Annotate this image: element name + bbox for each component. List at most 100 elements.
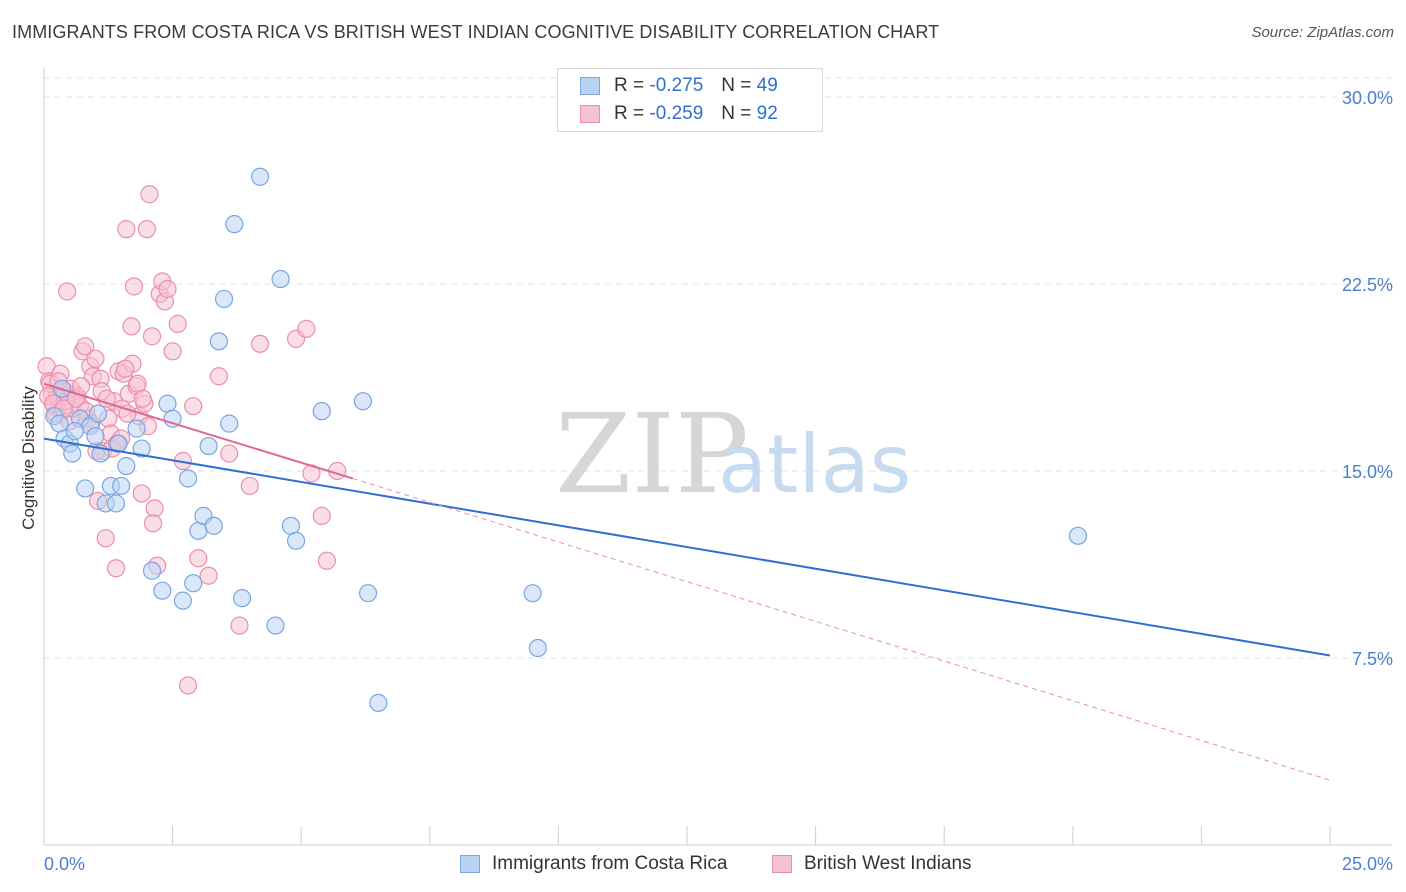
data-point <box>145 499 164 518</box>
legend-r-label: R = <box>614 103 645 124</box>
data-point <box>225 215 244 234</box>
data-point <box>76 479 95 498</box>
data-point <box>297 319 316 338</box>
data-point <box>106 559 126 578</box>
legend-r-value-blue: -0.275 <box>649 75 704 96</box>
data-point <box>232 589 252 608</box>
data-point <box>312 402 331 421</box>
data-point <box>271 269 290 289</box>
data-point <box>163 342 182 361</box>
data-point <box>173 591 192 610</box>
data-point <box>230 616 249 635</box>
data-point <box>124 277 144 296</box>
data-point <box>86 349 105 368</box>
data-point <box>317 551 337 570</box>
series-costa-rica <box>45 167 1088 712</box>
data-point <box>137 220 156 239</box>
data-point <box>312 506 331 525</box>
data-point <box>132 439 151 458</box>
data-point <box>199 436 218 456</box>
bottom-legend-label: Immigrants from Costa Rica <box>492 853 728 874</box>
bottom-legend-swatch-blue <box>460 855 480 873</box>
data-point <box>209 332 228 351</box>
data-point <box>250 334 270 353</box>
source-label: Source: ZipAtlas.com <box>1251 24 1394 41</box>
data-point <box>118 404 137 423</box>
data-point <box>142 561 162 580</box>
data-point <box>65 422 84 441</box>
data-point <box>116 359 135 378</box>
data-point <box>117 456 136 476</box>
series-british-west-indians <box>37 185 347 695</box>
data-point <box>523 584 542 603</box>
x-tick-label: 25.0% <box>1342 854 1393 874</box>
x-tick-label: 0.0% <box>44 854 85 874</box>
legend-n-value-blue: 49 <box>756 75 778 96</box>
data-point <box>178 676 198 695</box>
legend-swatch-pink <box>580 105 600 123</box>
data-point <box>220 414 239 433</box>
data-point <box>209 367 228 386</box>
data-point <box>71 377 91 396</box>
data-point <box>199 566 218 585</box>
legend: R = -0.275 N = 49 R = -0.259 N = 92 <box>557 68 823 132</box>
data-point <box>178 469 198 488</box>
watermark-atlas: atlas <box>718 418 911 511</box>
data-point <box>142 327 162 346</box>
data-point <box>353 392 373 411</box>
grid-lines <box>44 77 1392 659</box>
data-point <box>143 514 163 533</box>
data-point <box>189 549 208 568</box>
data-point <box>117 220 136 239</box>
data-point <box>204 516 223 535</box>
data-point <box>184 397 203 416</box>
trend-line-bwi <box>43 382 353 480</box>
data-point <box>133 389 152 408</box>
data-point <box>58 282 77 301</box>
data-point <box>168 314 187 333</box>
legend-n-value-pink: 92 <box>756 103 778 124</box>
y-tick-labels: 7.5% 15.0% 22.5% 30.0% <box>1342 88 1393 669</box>
bottom-legend-bwi: British West Indians <box>772 851 972 877</box>
watermark: ZIP atlas <box>555 390 911 518</box>
data-point <box>76 337 95 356</box>
bottom-legend-swatch-pink <box>772 855 792 873</box>
watermark-zip: ZIP <box>555 390 749 518</box>
axes <box>43 68 1392 846</box>
data-point <box>86 426 105 446</box>
data-point <box>140 185 159 204</box>
data-point <box>214 289 234 309</box>
legend-n-label: N = <box>721 75 752 96</box>
chart-title: IMMIGRANTS FROM COSTA RICA VS BRITISH WE… <box>12 22 940 42</box>
data-point <box>63 444 82 463</box>
x-tick-labels: 0.0% 25.0% <box>44 854 1393 874</box>
bottom-legend-label: British West Indians <box>804 853 972 874</box>
data-point <box>358 584 378 603</box>
data-point <box>1068 526 1088 545</box>
trend-line-costa-rica <box>43 437 1331 657</box>
y-axis-label: Cognitive Disability <box>19 386 38 530</box>
data-point <box>158 279 177 299</box>
data-point <box>266 616 285 635</box>
legend-row-bwi: R = -0.259 N = 92 <box>580 101 778 127</box>
trend-lines <box>43 382 1331 781</box>
data-point <box>528 638 547 658</box>
data-point <box>96 529 115 548</box>
legend-n-label: N = <box>721 103 752 124</box>
y-tick-label: 30.0% <box>1342 88 1393 108</box>
y-tick-label: 7.5% <box>1352 649 1393 669</box>
data-point <box>106 494 126 513</box>
data-point <box>369 693 388 712</box>
trend-line-bwi-extension <box>352 478 1331 781</box>
data-point <box>132 484 151 503</box>
data-point <box>240 476 259 496</box>
data-point <box>153 581 172 600</box>
data-point <box>97 389 116 408</box>
data-point <box>122 317 141 336</box>
data-point <box>250 167 270 186</box>
legend-r-value-pink: -0.259 <box>649 103 704 124</box>
data-point <box>88 404 108 423</box>
data-point <box>127 419 146 438</box>
data-point <box>220 444 239 463</box>
